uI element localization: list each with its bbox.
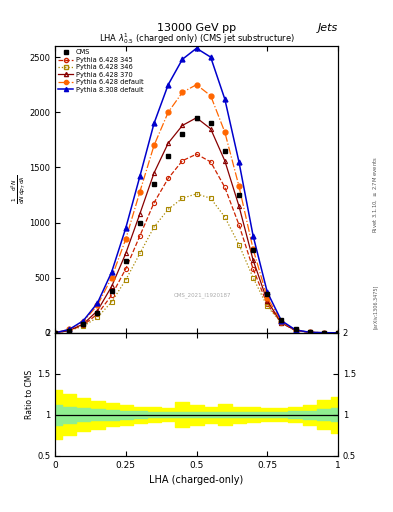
Text: CMS_2021_I1920187: CMS_2021_I1920187: [173, 293, 231, 298]
Text: 13000 GeV pp: 13000 GeV pp: [157, 23, 236, 33]
Text: Jets: Jets: [318, 23, 338, 33]
Text: [arXiv:1306.3475]: [arXiv:1306.3475]: [373, 285, 378, 329]
Title: LHA $\lambda^{1}_{0.5}$ (charged only) (CMS jet substructure): LHA $\lambda^{1}_{0.5}$ (charged only) (…: [99, 31, 294, 46]
Legend: CMS, Pythia 6.428 345, Pythia 6.428 346, Pythia 6.428 370, Pythia 6.428 default,: CMS, Pythia 6.428 345, Pythia 6.428 346,…: [57, 48, 145, 94]
Y-axis label: Ratio to CMS: Ratio to CMS: [25, 370, 34, 419]
Text: Rivet 3.1.10, $\geq$ 2.7M events: Rivet 3.1.10, $\geq$ 2.7M events: [371, 156, 379, 233]
X-axis label: LHA (charged-only): LHA (charged-only): [149, 475, 244, 485]
Y-axis label: $\frac{1}{\mathrm{d}N}\frac{\mathrm{d}^2N}{\mathrm{d}p_T\,\mathrm{d}\lambda}$: $\frac{1}{\mathrm{d}N}\frac{\mathrm{d}^2…: [10, 175, 28, 204]
